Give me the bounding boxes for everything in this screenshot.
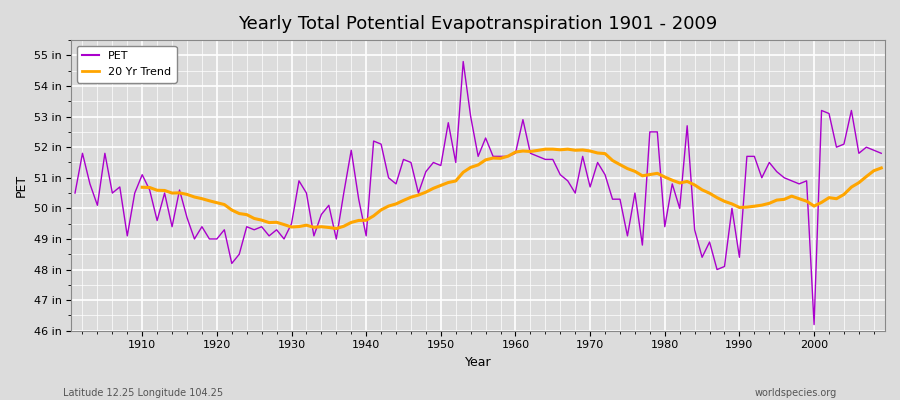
Text: worldspecies.org: worldspecies.org: [755, 388, 837, 398]
Title: Yearly Total Potential Evapotranspiration 1901 - 2009: Yearly Total Potential Evapotranspiratio…: [238, 15, 718, 33]
Text: Latitude 12.25 Longitude 104.25: Latitude 12.25 Longitude 104.25: [63, 388, 223, 398]
X-axis label: Year: Year: [464, 356, 491, 369]
Legend: PET, 20 Yr Trend: PET, 20 Yr Trend: [76, 46, 176, 82]
Y-axis label: PET: PET: [15, 174, 28, 197]
